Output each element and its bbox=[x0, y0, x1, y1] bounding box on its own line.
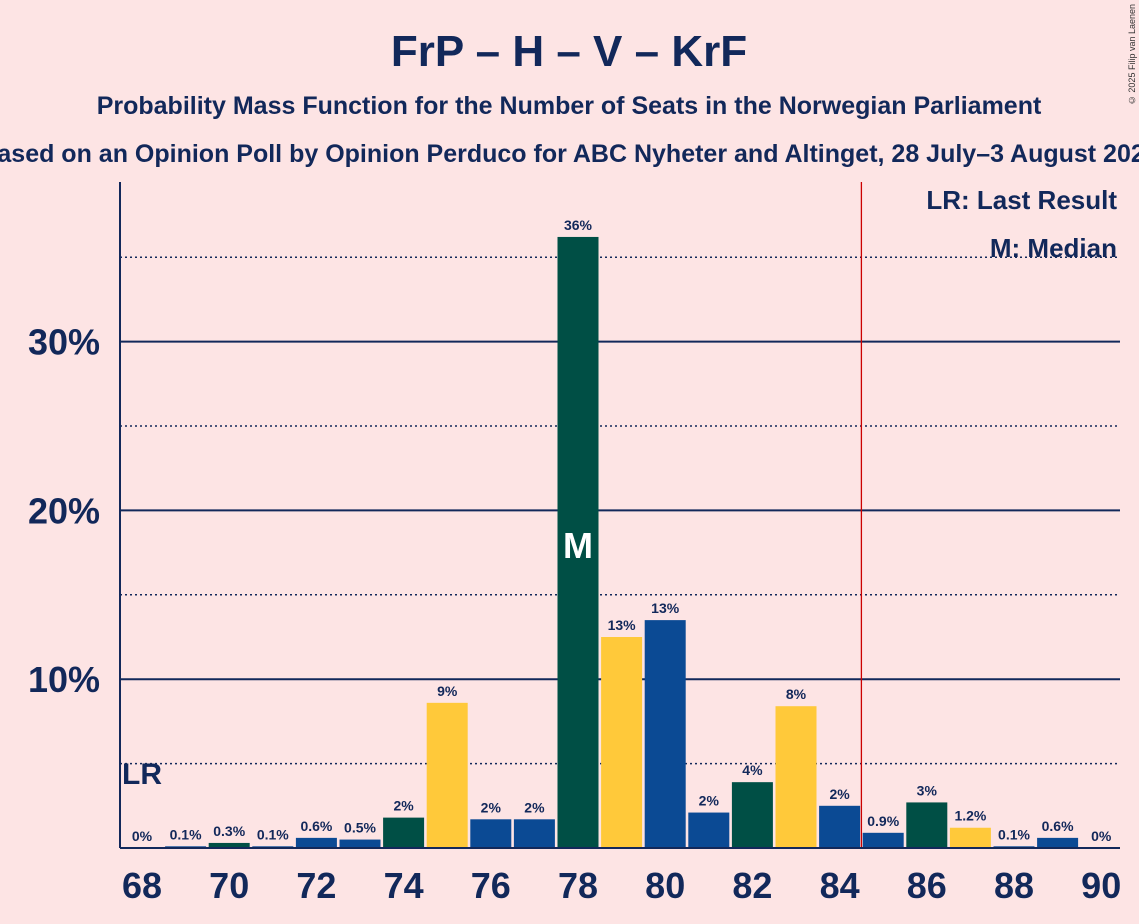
bar-label-74: 2% bbox=[393, 798, 414, 814]
y-tick-label: 10% bbox=[28, 659, 100, 700]
bar-76 bbox=[470, 819, 512, 848]
x-tick-label: 80 bbox=[645, 865, 685, 906]
axes: 10% 20% 30% 68 70 72 74 76 78 80 82 84 86 88 90 bbox=[28, 182, 1121, 906]
bar-label-76: 2% bbox=[481, 799, 502, 815]
legend-median: M: Median bbox=[990, 233, 1117, 263]
bar-79 bbox=[601, 637, 643, 848]
bar-78 bbox=[557, 236, 599, 849]
median-marker: M bbox=[563, 525, 593, 566]
x-tick-label: 82 bbox=[732, 865, 772, 906]
bar-80 bbox=[644, 620, 686, 848]
bar-84 bbox=[819, 805, 861, 848]
x-tick-label: 68 bbox=[122, 865, 162, 906]
x-tick-label: 86 bbox=[907, 865, 947, 906]
x-tick-label: 84 bbox=[820, 865, 860, 906]
bar-70 bbox=[208, 842, 250, 848]
bar-label-72: 0.6% bbox=[300, 818, 332, 834]
x-tick-label: 76 bbox=[471, 865, 511, 906]
bar-label-85: 0.9% bbox=[867, 813, 899, 829]
x-tick-label: 74 bbox=[384, 865, 424, 906]
chart-subtitle: Probability Mass Function for the Number… bbox=[97, 92, 1042, 120]
bar-label-90: 0% bbox=[1091, 828, 1112, 844]
bar-label-69: 0.1% bbox=[170, 826, 202, 842]
bar-75 bbox=[426, 702, 468, 848]
bars: 0% LR 0.1% 0.3% 0.1% 0.6% 0.5% 2% 9% 2% 2% 36% M 13% 1… bbox=[122, 217, 1112, 849]
bar-label-80: 13% bbox=[651, 600, 680, 616]
bar-label-77: 2% bbox=[524, 799, 545, 815]
x-tick-label: 88 bbox=[994, 865, 1034, 906]
bar-label-79: 13% bbox=[608, 617, 637, 633]
x-tick-label: 78 bbox=[558, 865, 598, 906]
bar-label-71: 0.1% bbox=[257, 826, 289, 842]
bar-77 bbox=[513, 819, 555, 848]
bar-81 bbox=[688, 812, 730, 848]
bar-label-68: 0% bbox=[132, 828, 153, 844]
bar-label-89: 0.6% bbox=[1042, 818, 1074, 834]
bar-89 bbox=[1037, 837, 1079, 848]
last-result-marker: LR bbox=[122, 758, 162, 791]
bar-87 bbox=[949, 827, 991, 848]
bar-83 bbox=[775, 706, 817, 848]
bar-label-78: 36% bbox=[564, 217, 593, 233]
y-tick-label: 20% bbox=[28, 490, 100, 531]
bar-label-84: 2% bbox=[829, 786, 850, 802]
bar-label-86: 3% bbox=[917, 782, 938, 798]
bar-label-88: 0.1% bbox=[998, 826, 1030, 842]
y-tick-label: 30% bbox=[28, 322, 100, 363]
bar-86 bbox=[906, 802, 948, 848]
bar-82 bbox=[731, 782, 773, 848]
bar-74 bbox=[383, 817, 425, 848]
x-tick-label: 90 bbox=[1081, 865, 1121, 906]
legend-last-result: LR: Last Result bbox=[926, 185, 1117, 215]
bar-label-81: 2% bbox=[699, 793, 720, 809]
chart-subtitle-2: Based on an Opinion Poll by Opinion Perd… bbox=[0, 140, 1139, 168]
chart-title: FrP – H – V – KrF bbox=[391, 27, 747, 76]
bar-72 bbox=[295, 837, 337, 848]
copyright-notice: © 2025 Filip van Laenen bbox=[1127, 4, 1137, 106]
bar-73 bbox=[339, 839, 381, 848]
x-tick-label: 72 bbox=[296, 865, 336, 906]
bar-label-75: 9% bbox=[437, 683, 458, 699]
bar-label-70: 0.3% bbox=[213, 823, 245, 839]
bar-label-83: 8% bbox=[786, 686, 807, 702]
bar-85 bbox=[862, 832, 904, 848]
bar-label-73: 0.5% bbox=[344, 820, 376, 836]
bar-label-82: 4% bbox=[742, 762, 763, 778]
bar-label-87: 1.2% bbox=[954, 808, 986, 824]
x-tick-label: 70 bbox=[209, 865, 249, 906]
